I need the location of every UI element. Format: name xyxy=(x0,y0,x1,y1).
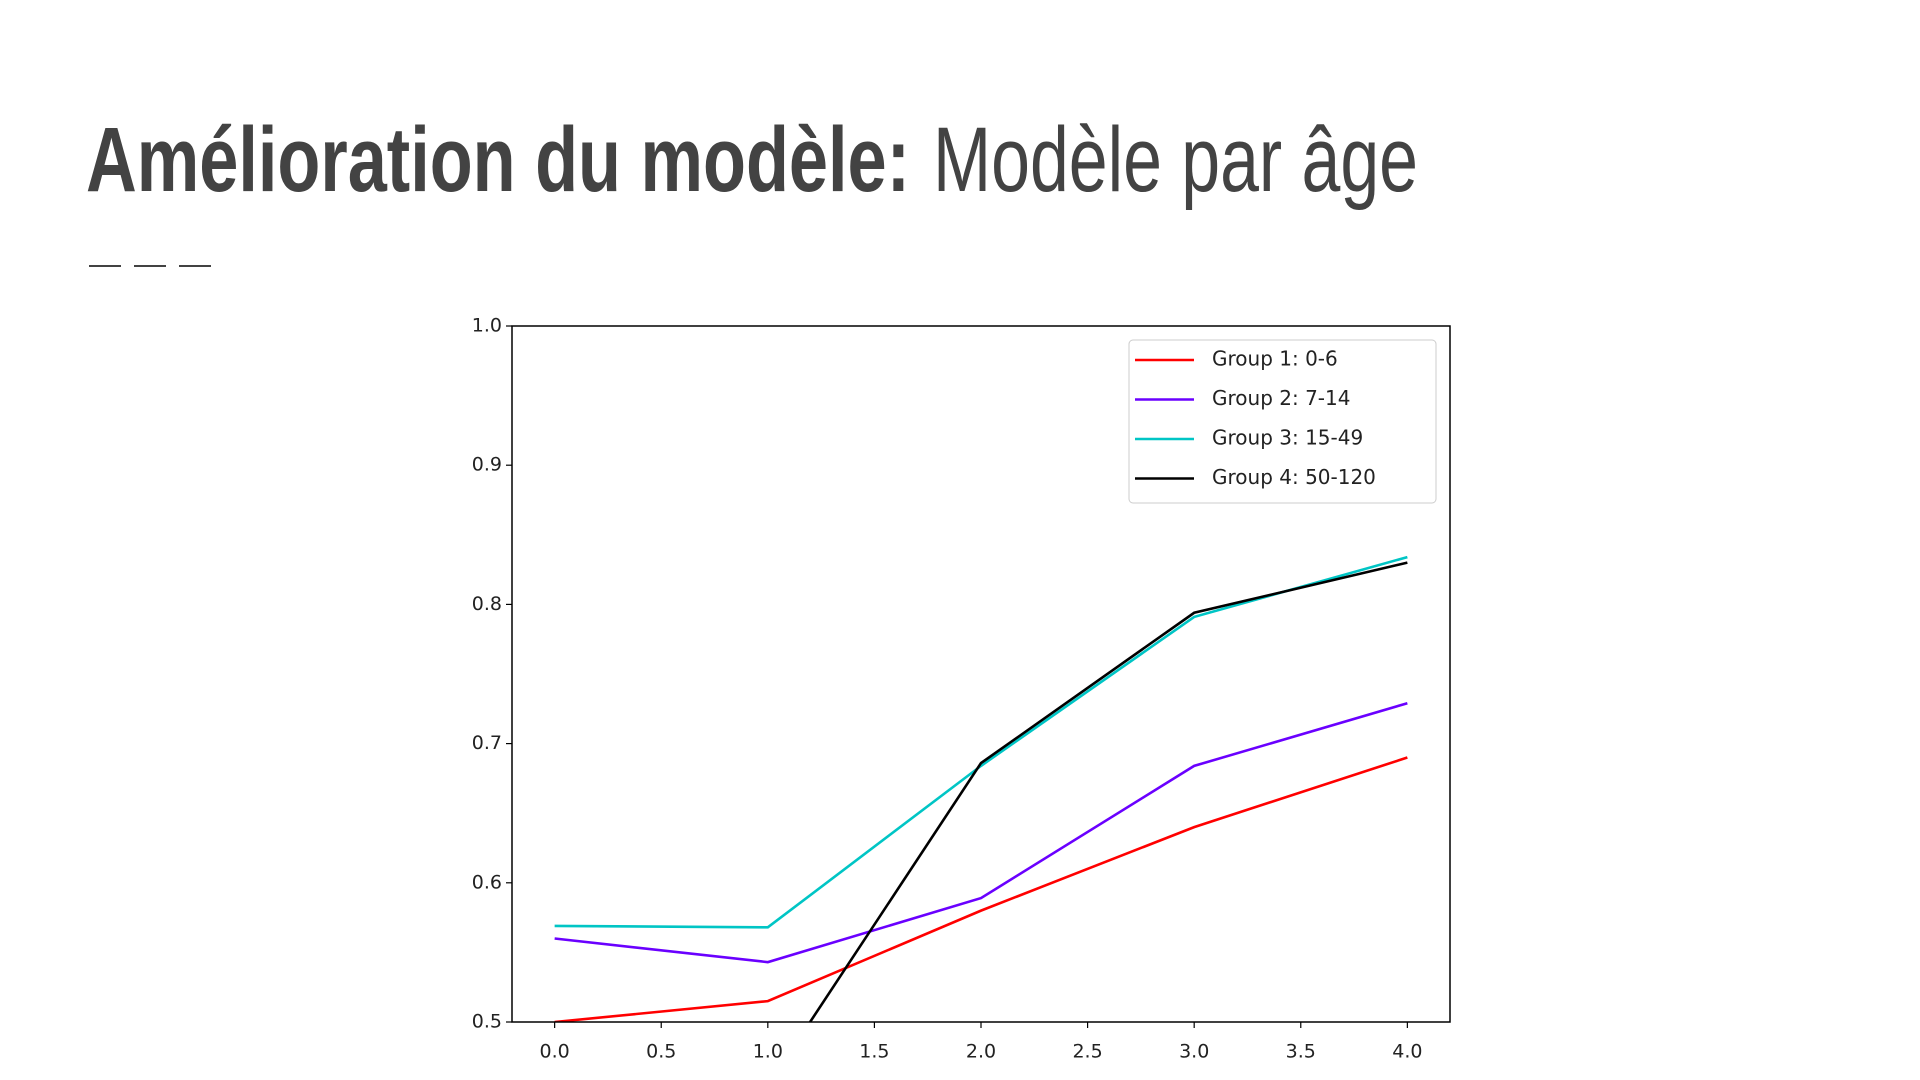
y-tick-label: 0.7 xyxy=(472,732,502,754)
series-line xyxy=(554,756,1408,1022)
legend-label: Group 1: 0-6 xyxy=(1212,347,1338,371)
y-tick-label: 1.0 xyxy=(472,315,502,337)
x-tick-label: 0.0 xyxy=(540,1041,570,1063)
series-line xyxy=(808,561,1408,1022)
slide-title-light: Modèle par âge xyxy=(933,109,1418,211)
y-tick-label: 0.6 xyxy=(472,871,502,893)
x-tick-label: 0.5 xyxy=(646,1041,676,1063)
legend-box xyxy=(1128,339,1437,504)
x-tick-label: 1.0 xyxy=(753,1041,783,1063)
series-line xyxy=(554,701,1408,964)
legend-label: Group 2: 7-14 xyxy=(1212,386,1350,410)
x-tick-label: 4.0 xyxy=(1392,1041,1422,1063)
y-tick-label: 0.9 xyxy=(472,454,502,476)
y-tick-label: 0.5 xyxy=(472,1011,502,1033)
x-tick-label: 3.0 xyxy=(1179,1041,1209,1063)
slide-title-bold: Amélioration du modèle: xyxy=(86,109,910,211)
plot-area xyxy=(554,555,1408,1022)
x-tick-label: 1.5 xyxy=(859,1041,889,1063)
y-tick-label: 0.8 xyxy=(472,593,502,615)
x-tick-label: 2.0 xyxy=(966,1041,996,1063)
legend: Group 1: 0-6 Group 2: 7-14 Group 3: 15-49 G… xyxy=(1128,339,1437,504)
legend-label: Group 4: 50-120 xyxy=(1212,465,1376,489)
legend-label: Group 3: 15-49 xyxy=(1212,426,1363,450)
axes: 0.0 0.5 1.0 1.5 2.0 2.5 3.0 3.5 4.0 0.5 0.6 0.7 0.8 0… xyxy=(472,315,1437,1063)
x-tick-label: 3.5 xyxy=(1286,1041,1316,1063)
x-tick-label: 2.5 xyxy=(1072,1041,1102,1063)
